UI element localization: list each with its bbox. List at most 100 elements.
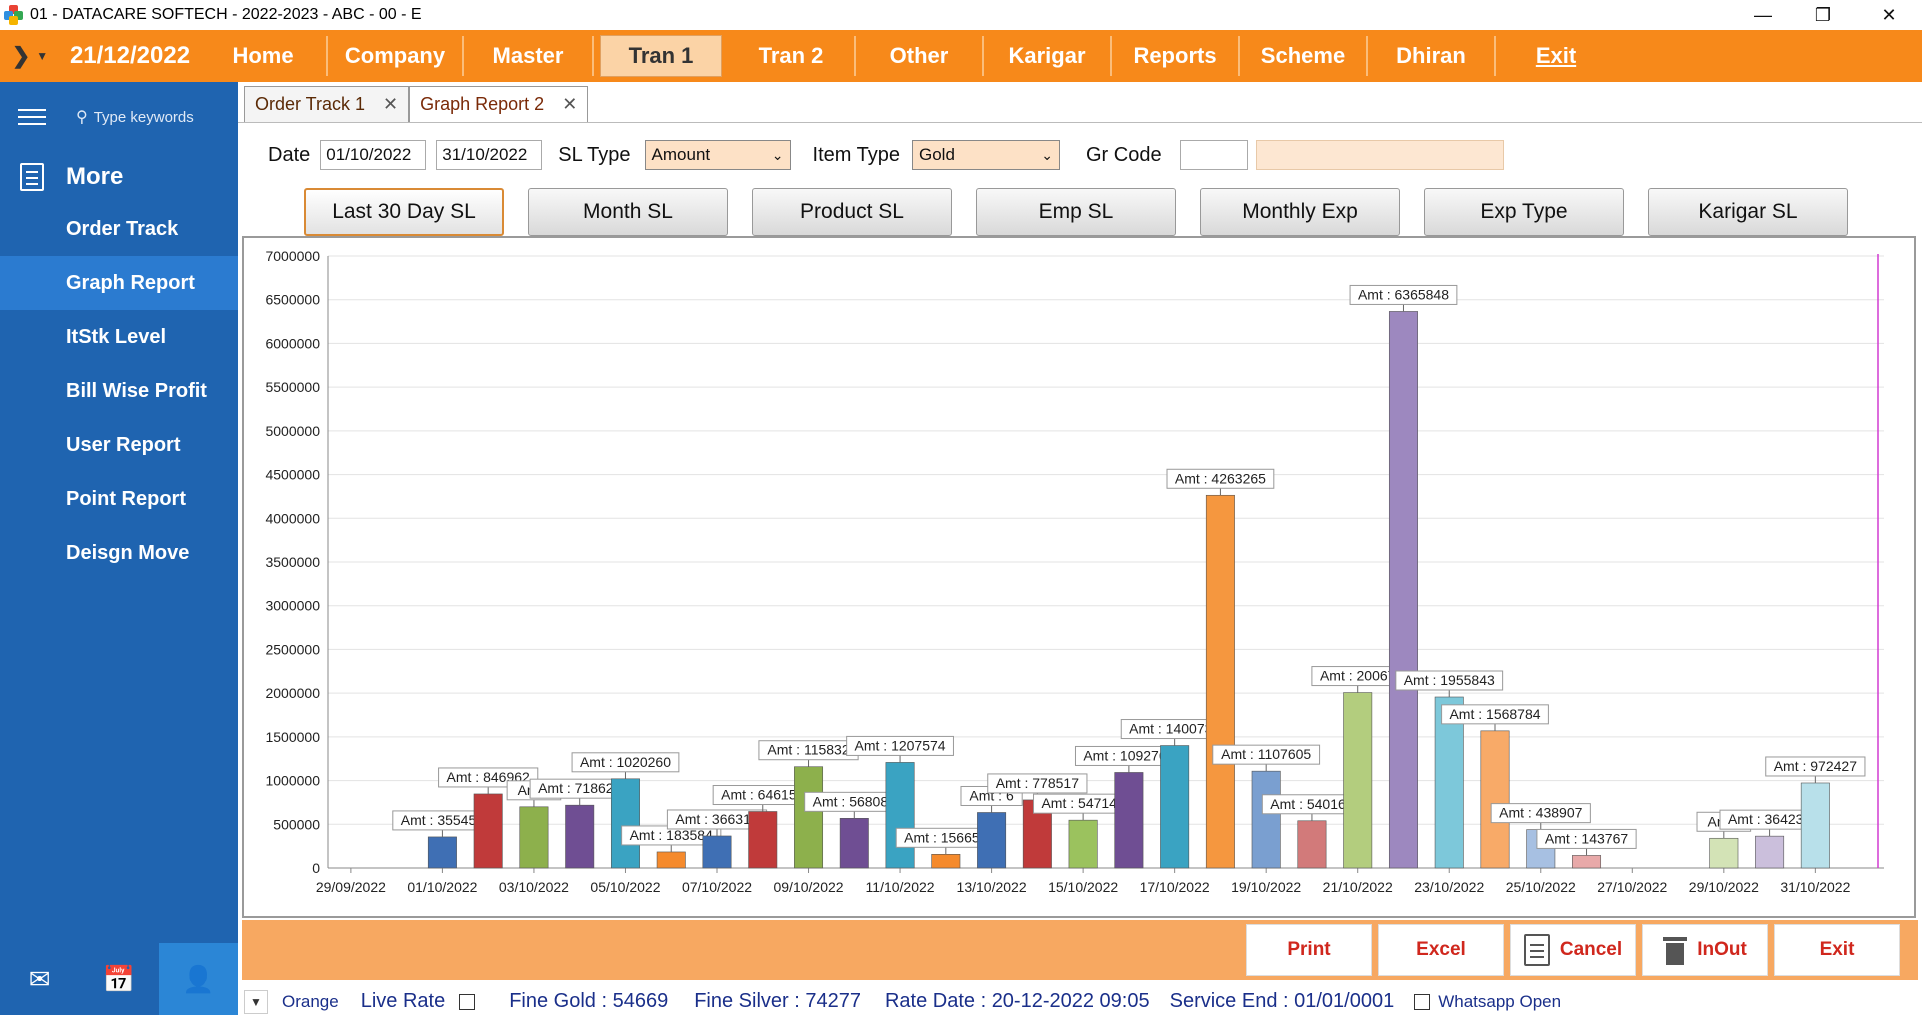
exit-button-label: Exit xyxy=(1819,939,1855,960)
whatsapp-label: Whatsapp Open xyxy=(1438,991,1562,1011)
sidebar-section-label: More xyxy=(66,163,124,190)
action-bar: Print Excel Cancel InOut Exit xyxy=(242,920,1918,980)
cancel-button[interactable]: Cancel xyxy=(1510,924,1636,976)
chart-bar xyxy=(519,806,549,869)
main-content: Order Track 1 ✕ Graph Report 2 ✕ Date 01… xyxy=(238,82,1922,1015)
menu-toggle-chevron-icon[interactable]: ❯ ▼ xyxy=(11,43,49,68)
theme-dropdown-icon[interactable]: ▼ xyxy=(244,989,268,1014)
tab-label: Order Track 1 xyxy=(255,94,366,114)
excel-button[interactable]: Excel xyxy=(1378,924,1504,976)
sidebar-item-deisgn-move[interactable]: Deisgn Move xyxy=(66,542,190,564)
exit-button[interactable]: Exit xyxy=(1774,924,1900,976)
menu-karigar[interactable]: Karigar xyxy=(984,36,1112,76)
sidebar-footer: ✉ 📅 👤 xyxy=(0,943,238,1015)
user-settings-icon[interactable]: 👤 xyxy=(158,943,238,1015)
menu-tran-2[interactable]: Tran 2 xyxy=(728,36,856,76)
main-menu-bar: ❯ ▼ 21/12/2022 Home Company Master Tran 1… xyxy=(0,30,1922,82)
item-type-select[interactable]: Gold ⌄ xyxy=(911,140,1060,170)
window-title: 01 - DATACARE SOFTECH - 2022-2023 - ABC … xyxy=(30,6,422,23)
chart-bar xyxy=(885,762,915,869)
chart-bar xyxy=(702,835,732,869)
tab-graph-report[interactable]: Graph Report 2 ✕ xyxy=(409,86,589,122)
y-tick-label: 2000000 xyxy=(265,685,320,701)
data-label: Amt : 1092762 xyxy=(1083,747,1174,763)
chart-bar xyxy=(427,836,457,869)
data-label: Amt : 156657 xyxy=(904,829,987,845)
y-tick-label: 1500000 xyxy=(265,729,320,745)
live-rate-checkbox[interactable] xyxy=(459,993,476,1010)
menu-scheme[interactable]: Scheme xyxy=(1240,36,1368,76)
product-sl-button[interactable]: Product SL xyxy=(752,188,952,236)
x-tick-label: 29/10/2022 xyxy=(1689,879,1759,895)
tab-order-track[interactable]: Order Track 1 ✕ xyxy=(244,86,410,122)
close-icon[interactable]: ✕ xyxy=(1881,4,1897,25)
y-tick-label: 2500000 xyxy=(265,641,320,657)
data-label: Amt : 355458 xyxy=(401,812,484,828)
hamburger-icon[interactable] xyxy=(18,104,46,130)
mail-icon[interactable]: ✉ xyxy=(28,963,51,994)
calendar-icon[interactable]: 📅 xyxy=(102,963,136,994)
chart-bar xyxy=(1251,770,1281,869)
sidebar-item-bill-wise-profit[interactable]: Bill Wise Profit xyxy=(66,380,207,402)
y-tick-label: 4000000 xyxy=(265,510,320,526)
exp-type-button[interactable]: Exp Type xyxy=(1424,188,1624,236)
menu-exit[interactable]: Exit xyxy=(1535,43,1577,68)
document-icon xyxy=(1523,934,1550,966)
data-label: Amt : 540163 xyxy=(1270,796,1353,812)
search-icon: ⚲ xyxy=(76,109,88,126)
chart-bar xyxy=(977,812,1007,869)
sidebar-item-graph-report[interactable]: Graph Report xyxy=(0,256,238,310)
x-tick-label: 13/10/2022 xyxy=(957,879,1027,895)
gr-code-field[interactable] xyxy=(1179,140,1248,170)
y-tick-label: 500000 xyxy=(273,816,320,832)
monthly-exp-button[interactable]: Monthly Exp xyxy=(1200,188,1400,236)
sidebar-search[interactable]: ⚲ Type keywords xyxy=(76,107,194,127)
data-label: Amt : 1400735 xyxy=(1129,721,1220,737)
data-label: Amt : 4263265 xyxy=(1175,470,1266,486)
bar-chart: 0 500000 1000000 1500000 2000000 2500000 30000… xyxy=(265,248,1884,895)
print-button[interactable]: Print xyxy=(1246,924,1372,976)
whatsapp-checkbox[interactable] xyxy=(1414,993,1431,1010)
menu-other[interactable]: Other xyxy=(856,36,984,76)
date-to-field[interactable]: 31/10/2022 xyxy=(436,140,543,170)
menu-master[interactable]: Master xyxy=(464,36,594,76)
sl-type-select[interactable]: Amount ⌄ xyxy=(644,140,791,170)
chart-bar xyxy=(1434,696,1464,869)
chart-bar xyxy=(1114,772,1144,869)
sidebar-section-more[interactable]: More xyxy=(0,152,238,202)
menu-company[interactable]: Company xyxy=(328,36,464,76)
data-label: Amt : 1207574 xyxy=(855,737,946,753)
last-30-day-sl-button[interactable]: Last 30 Day SL xyxy=(304,188,504,236)
menu-tran-1[interactable]: Tran 1 xyxy=(600,35,722,77)
fine-silver: Fine Silver : 74277 xyxy=(694,990,861,1012)
month-sl-button[interactable]: Month SL xyxy=(528,188,728,236)
inout-button[interactable]: InOut xyxy=(1642,924,1768,976)
chart-bar xyxy=(1343,692,1373,869)
excel-button-label: Excel xyxy=(1416,939,1466,960)
data-label-box xyxy=(1765,756,1866,777)
emp-sl-button[interactable]: Emp SL xyxy=(976,188,1176,236)
menu-reports[interactable]: Reports xyxy=(1112,36,1240,76)
gr-name-field[interactable] xyxy=(1255,140,1504,170)
data-label: Amt : 1020260 xyxy=(580,754,671,770)
inout-button-label: InOut xyxy=(1697,939,1747,960)
sidebar-item-itstk-level[interactable]: ItStk Level xyxy=(66,326,167,348)
close-tab-icon[interactable]: ✕ xyxy=(562,94,578,114)
data-label-box xyxy=(1166,468,1275,489)
menu-dhiran[interactable]: Dhiran xyxy=(1368,36,1496,76)
close-tab-icon[interactable]: ✕ xyxy=(383,94,399,114)
date-from-field[interactable]: 01/10/2022 xyxy=(320,140,427,170)
sidebar-item-point-report[interactable]: Point Report xyxy=(66,488,186,510)
karigar-sl-button[interactable]: Karigar SL xyxy=(1648,188,1848,236)
restore-icon[interactable]: ❐ xyxy=(1814,4,1832,25)
minimize-icon[interactable]: — xyxy=(1754,4,1772,25)
data-label: Amt : 568083 xyxy=(813,793,896,809)
chart-bar xyxy=(748,811,778,869)
sidebar-item-user-report[interactable]: User Report xyxy=(66,434,181,456)
y-tick-label: 3000000 xyxy=(265,598,320,614)
x-tick-label: 03/10/2022 xyxy=(499,879,569,895)
menu-home[interactable]: Home xyxy=(200,36,328,76)
sidebar-item-order-track[interactable]: Order Track xyxy=(66,218,179,240)
data-label: Amt : 718623 xyxy=(538,780,621,796)
tab-label: Graph Report 2 xyxy=(420,94,545,114)
